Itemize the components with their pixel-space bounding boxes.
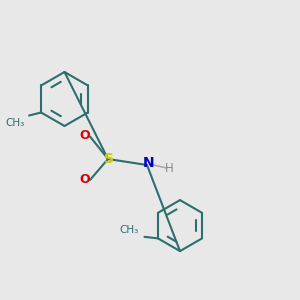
Text: H: H — [165, 161, 174, 175]
Text: O: O — [79, 129, 90, 142]
Text: S: S — [103, 152, 114, 166]
Text: O: O — [79, 173, 90, 186]
Text: CH₃: CH₃ — [5, 118, 25, 128]
Text: N: N — [143, 156, 154, 170]
Text: CH₃: CH₃ — [120, 225, 139, 235]
